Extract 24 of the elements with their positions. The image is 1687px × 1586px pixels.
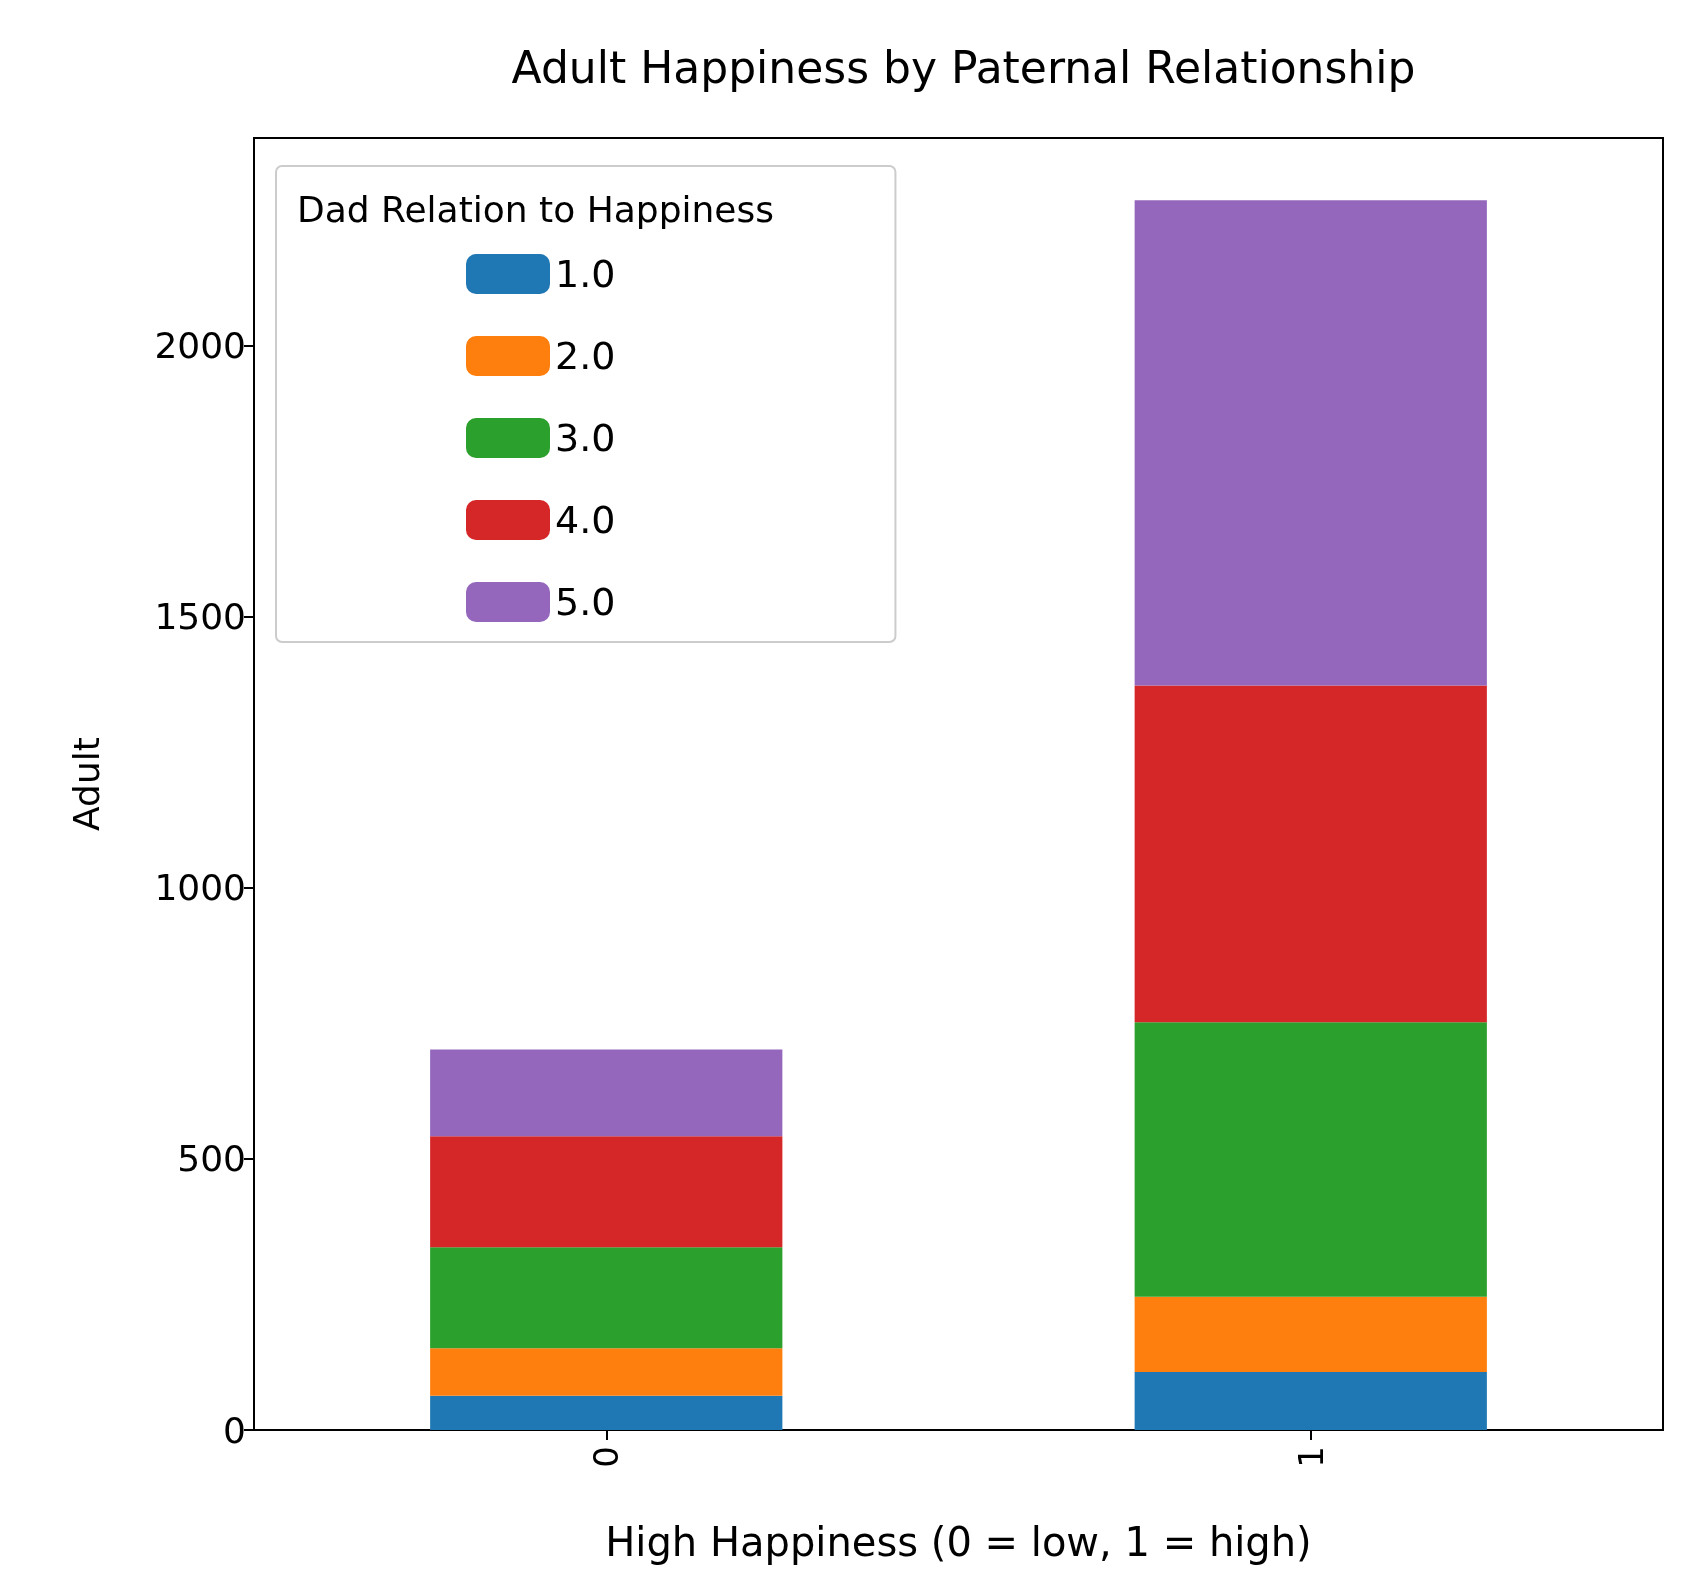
bar [430, 1136, 783, 1248]
bar [1134, 1371, 1487, 1430]
legend-label: 1.0 [555, 252, 616, 296]
legend-title: Dad Relation to Happiness [297, 188, 774, 230]
y-axis-title: Adult [65, 737, 107, 831]
legend-label: 4.0 [555, 498, 616, 542]
legend-label: 2.0 [555, 334, 616, 378]
chart-title: Adult Happiness by Paternal Relationship [511, 41, 1416, 93]
y-tick-label: 500 [177, 1138, 246, 1180]
x-axis-title: High Happiness (0 = low, 1 = high) [605, 1519, 1312, 1565]
bar [430, 1247, 783, 1349]
bar [430, 1348, 783, 1396]
bar [1134, 1022, 1487, 1297]
bar [1134, 200, 1487, 686]
x-tick-label: 1 [1290, 1446, 1331, 1468]
bar [430, 1049, 783, 1137]
y-tick-label: 1000 [154, 867, 246, 909]
y-tick-label: 2000 [154, 325, 246, 367]
legend-label: 3.0 [555, 416, 616, 460]
y-tick-label: 1500 [154, 596, 246, 638]
bar [430, 1395, 783, 1430]
bar [1134, 1296, 1487, 1372]
legend-label: 5.0 [555, 580, 616, 624]
bar [1134, 685, 1487, 1023]
